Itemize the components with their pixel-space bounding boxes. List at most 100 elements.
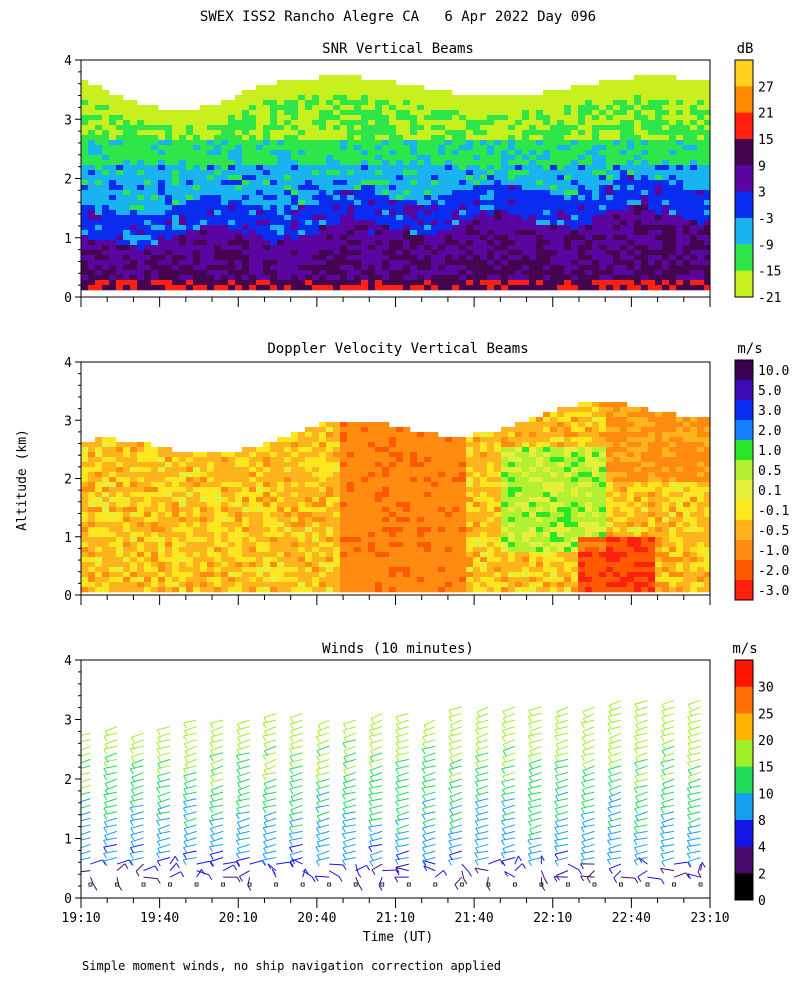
heatmap-cell bbox=[655, 260, 663, 266]
heatmap-cell bbox=[95, 437, 103, 443]
heatmap-cell bbox=[571, 125, 579, 131]
heatmap-cell bbox=[368, 145, 376, 151]
heatmap-cell bbox=[305, 85, 313, 91]
heatmap-cell bbox=[221, 537, 229, 543]
heatmap-cell bbox=[508, 125, 516, 131]
heatmap-cell bbox=[193, 497, 201, 503]
heatmap-cell bbox=[214, 260, 222, 266]
heatmap-cell bbox=[522, 240, 530, 246]
heatmap-cell bbox=[669, 140, 677, 146]
heatmap-cell bbox=[200, 507, 208, 513]
heatmap-cell bbox=[431, 250, 439, 256]
heatmap-cell bbox=[697, 265, 705, 271]
heatmap-cell bbox=[396, 100, 404, 106]
heatmap-cell bbox=[284, 487, 292, 493]
heatmap-cell bbox=[151, 285, 159, 291]
heatmap-cell bbox=[424, 90, 432, 96]
heatmap-cell bbox=[697, 135, 705, 141]
heatmap-cell bbox=[480, 160, 488, 166]
heatmap-cell bbox=[158, 180, 166, 186]
heatmap-cell bbox=[655, 265, 663, 271]
heatmap-cell bbox=[214, 452, 222, 458]
heatmap-cell bbox=[599, 115, 607, 121]
heatmap-cell bbox=[123, 135, 131, 141]
heatmap-cell bbox=[389, 280, 397, 286]
heatmap-cell bbox=[144, 562, 152, 568]
heatmap-cell bbox=[501, 140, 509, 146]
heatmap-cell bbox=[228, 190, 236, 196]
heatmap-cell bbox=[326, 497, 334, 503]
heatmap-cell bbox=[291, 517, 299, 523]
heatmap-cell bbox=[683, 115, 691, 121]
heatmap-cell bbox=[249, 552, 257, 558]
heatmap-cell bbox=[144, 105, 152, 111]
heatmap-cell bbox=[277, 230, 285, 236]
heatmap-cell bbox=[515, 135, 523, 141]
heatmap-cell bbox=[550, 285, 558, 291]
heatmap-cell bbox=[368, 160, 376, 166]
heatmap-cell bbox=[123, 165, 131, 171]
heatmap-cell bbox=[627, 80, 635, 86]
heatmap-cell bbox=[158, 195, 166, 201]
heatmap-cell bbox=[186, 512, 194, 518]
heatmap-cell bbox=[361, 542, 369, 548]
heatmap-cell bbox=[466, 220, 474, 226]
heatmap-cell bbox=[214, 552, 222, 558]
heatmap-cell bbox=[508, 155, 516, 161]
heatmap-cell bbox=[606, 120, 614, 126]
heatmap-cell bbox=[480, 270, 488, 276]
heatmap-cell bbox=[326, 557, 334, 563]
heatmap-cell bbox=[284, 145, 292, 151]
heatmap-cell bbox=[130, 145, 138, 151]
heatmap-cell bbox=[312, 100, 320, 106]
heatmap-cell bbox=[459, 205, 467, 211]
heatmap-cell bbox=[585, 270, 593, 276]
heatmap-cell bbox=[193, 502, 201, 508]
heatmap-cell bbox=[662, 80, 670, 86]
heatmap-cell bbox=[389, 80, 397, 86]
heatmap-cell bbox=[648, 175, 656, 181]
heatmap-cell bbox=[515, 200, 523, 206]
heatmap-cell bbox=[81, 587, 89, 593]
heatmap-cell bbox=[375, 432, 383, 438]
heatmap-cell bbox=[571, 255, 579, 261]
heatmap-cell bbox=[95, 115, 103, 121]
heatmap-cell bbox=[305, 552, 313, 558]
heatmap-cell bbox=[144, 517, 152, 523]
heatmap-cell bbox=[249, 90, 257, 96]
heatmap-cell bbox=[704, 145, 710, 151]
heatmap-cell bbox=[172, 587, 180, 593]
heatmap-cell bbox=[578, 205, 586, 211]
heatmap-cell bbox=[249, 512, 257, 518]
heatmap-cell bbox=[697, 90, 705, 96]
heatmap-cell bbox=[158, 467, 166, 473]
heatmap-cell bbox=[340, 75, 348, 81]
heatmap-cell bbox=[382, 100, 390, 106]
heatmap-cell bbox=[158, 547, 166, 553]
heatmap-cell bbox=[620, 275, 628, 281]
heatmap-cell bbox=[585, 115, 593, 121]
heatmap-cell bbox=[277, 280, 285, 286]
heatmap-cell bbox=[662, 225, 670, 231]
heatmap-cell bbox=[599, 155, 607, 161]
heatmap-cell bbox=[109, 270, 117, 276]
heatmap-cell bbox=[641, 95, 649, 101]
heatmap-cell bbox=[571, 105, 579, 111]
heatmap-cell bbox=[242, 230, 250, 236]
heatmap-cell bbox=[396, 95, 404, 101]
heatmap-cell bbox=[144, 512, 152, 518]
heatmap-cell bbox=[144, 240, 152, 246]
heatmap-cell bbox=[550, 190, 558, 196]
heatmap-cell bbox=[487, 265, 495, 271]
heatmap-cell bbox=[690, 140, 698, 146]
heatmap-cell bbox=[305, 477, 313, 483]
heatmap-cell bbox=[158, 255, 166, 261]
heatmap-cell bbox=[333, 145, 341, 151]
heatmap-cell bbox=[662, 215, 670, 221]
heatmap-cell bbox=[158, 497, 166, 503]
heatmap-cell bbox=[431, 160, 439, 166]
heatmap-cell bbox=[424, 265, 432, 271]
heatmap-cell bbox=[410, 190, 418, 196]
heatmap-cell bbox=[662, 135, 670, 141]
heatmap-cell bbox=[88, 165, 96, 171]
